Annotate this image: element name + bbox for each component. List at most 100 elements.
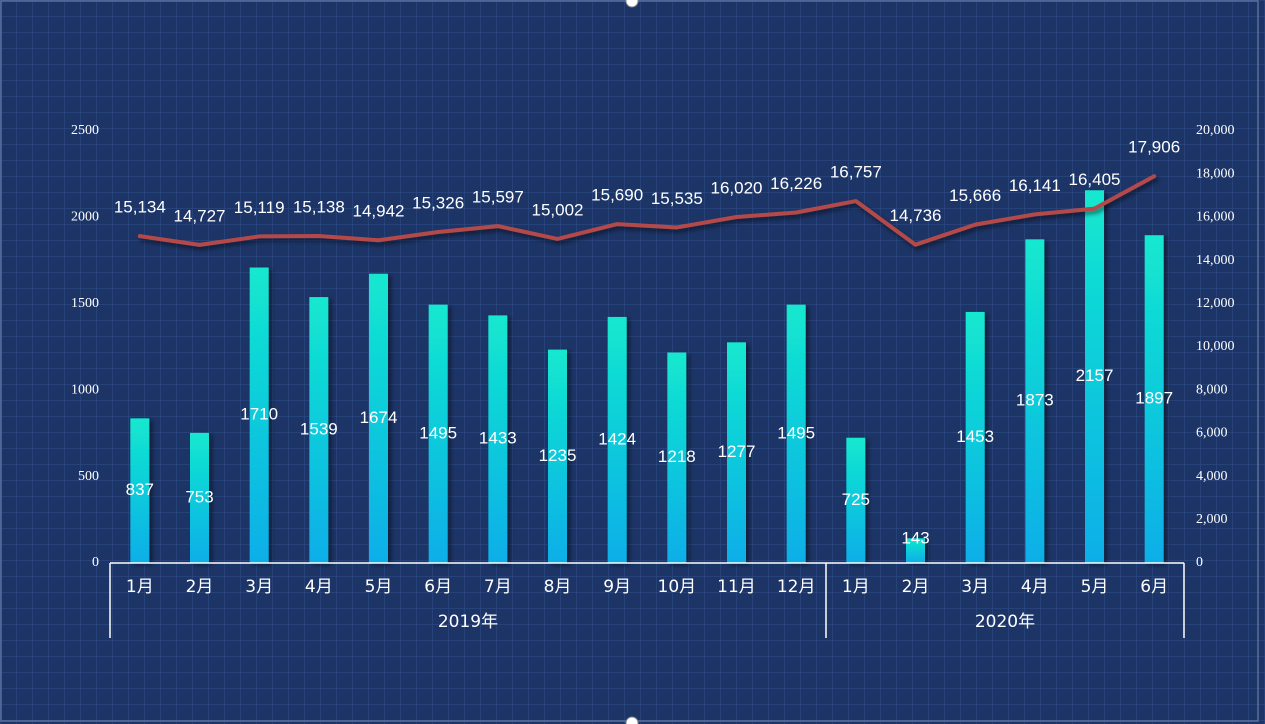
bar-value-label: 725 [842,490,870,509]
bar-value-label: 1539 [300,420,338,439]
bar [548,349,567,563]
bar [190,432,209,563]
left-axis-tick-label: 2000 [71,210,99,225]
resize-handle-top[interactable] [625,0,639,8]
bar-data-labels: 837 753 1710 1539 1674 1495 1433 1235 1424 1218 12… [126,366,1173,547]
x-axis-tick-label: 8月 [544,577,572,597]
line-value-label: 15,134 [114,198,166,217]
bar [846,437,866,563]
right-axis: 0 2,000 4,000 6,000 8,000 10,000 12,000 14,000 1… [1196,123,1235,570]
bar [130,418,150,563]
x-axis-tick-label: 3月 [245,577,273,597]
bar [667,352,687,563]
x-axis-tick-label: 3月 [961,577,989,597]
line-value-label: 15,690 [591,186,643,205]
line-value-label: 15,597 [472,188,524,207]
x-axis-tick-label: 11月 [717,577,756,597]
bar [906,538,925,563]
x-axis-tick-label: 12月 [777,577,816,597]
line-value-label: 16,226 [770,174,822,193]
line-value-label: 15,666 [949,186,1001,205]
line-value-label: 14,727 [174,206,226,225]
bar [488,315,508,563]
resize-handle-bottom[interactable] [625,716,639,724]
line-value-label: 16,020 [711,178,763,197]
x-axis-tick-label: 2月 [902,577,930,597]
bar [1144,235,1164,563]
bar-value-label: 1495 [777,423,815,442]
x-axis-tick-label: 5月 [1081,577,1109,597]
left-axis: 0 500 1000 1500 2000 2500 [71,123,99,570]
group-label: 2019年 [438,612,498,632]
line-value-label: 14,736 [890,206,942,225]
right-axis-tick-label: 14,000 [1196,253,1235,268]
bar-value-label: 1453 [956,427,994,446]
bar [786,304,806,563]
bar [1085,190,1104,564]
bar-value-label: 1674 [360,408,398,427]
line-value-label: 16,141 [1009,176,1061,195]
line-series [137,174,1157,247]
bar [607,316,627,563]
bar [309,297,329,563]
line-value-label: 15,119 [234,198,285,217]
line-value-label: 16,757 [830,163,882,182]
bar [965,311,985,563]
x-axis-tick-label: 5月 [365,577,393,597]
x-axis-tick-label: 4月 [1021,577,1049,597]
right-axis-tick-label: 8,000 [1196,382,1228,397]
line-value-label: 15,535 [651,189,703,208]
x-axis-tick-label: 10月 [658,577,697,597]
right-axis-tick-label: 20,000 [1196,123,1235,138]
bar-value-label: 753 [185,487,213,506]
bar-value-label: 1424 [598,429,636,448]
bar [727,342,746,563]
bar [249,267,269,563]
left-axis-tick-label: 1000 [71,382,99,397]
line-value-label: 15,326 [412,193,464,212]
bar-value-label: 143 [901,528,929,547]
line-value-label: 17,906 [1128,138,1180,157]
right-axis-tick-label: 16,000 [1196,210,1235,225]
bar-value-label: 2157 [1076,366,1114,385]
left-axis-tick-label: 1500 [71,296,99,311]
bar-value-label: 1277 [718,442,756,461]
x-axis-tick-label: 6月 [424,577,452,597]
x-axis-tick-label: 6月 [1140,577,1168,597]
x-axis-tick-label: 2月 [186,577,214,597]
line-path [137,174,1157,247]
bar-value-label: 1873 [1016,391,1054,410]
line-value-label: 16,405 [1069,170,1121,189]
x-axis-tick-label: 7月 [484,577,512,597]
x-axis-tick-label: 1月 [126,577,154,597]
right-axis-tick-label: 0 [1196,555,1203,570]
right-axis-tick-label: 2,000 [1196,512,1228,527]
x-axis-tick-label: 4月 [305,577,333,597]
x-axis-tick-label: 9月 [603,577,631,597]
line-value-label: 14,942 [353,202,405,221]
right-axis-tick-label: 4,000 [1196,469,1228,484]
bar-value-label: 1710 [240,405,278,424]
line-value-label: 15,138 [293,198,345,217]
right-axis-tick-label: 18,000 [1196,166,1235,181]
right-axis-tick-label: 12,000 [1196,296,1235,311]
left-axis-tick-label: 0 [92,555,99,570]
x-axis [109,562,1185,638]
right-axis-tick-label: 10,000 [1196,339,1235,354]
x-axis-tick-label: 1月 [842,577,870,597]
line-data-labels: 15,134 14,727 15,119 15,138 14,942 15,326 15,5… [114,138,1180,226]
line-value-label: 15,002 [532,200,584,219]
bar-series [130,190,1164,564]
x-axis-group-labels: 2019年 2020年 [438,612,1035,632]
bar-value-label: 1235 [539,446,577,465]
bar [428,304,448,563]
bar-value-label: 1897 [1135,389,1173,408]
bar-value-label: 1433 [479,429,517,448]
x-axis-tick-labels: 1月 2月 3月 4月 5月 6月 7月 8月 9月 10月 11月 12月 1月 2月 3月 4月 5月 6月 [126,577,1168,597]
left-axis-tick-label: 500 [78,469,99,484]
bar-value-label: 1495 [419,423,457,442]
group-label: 2020年 [975,612,1035,632]
